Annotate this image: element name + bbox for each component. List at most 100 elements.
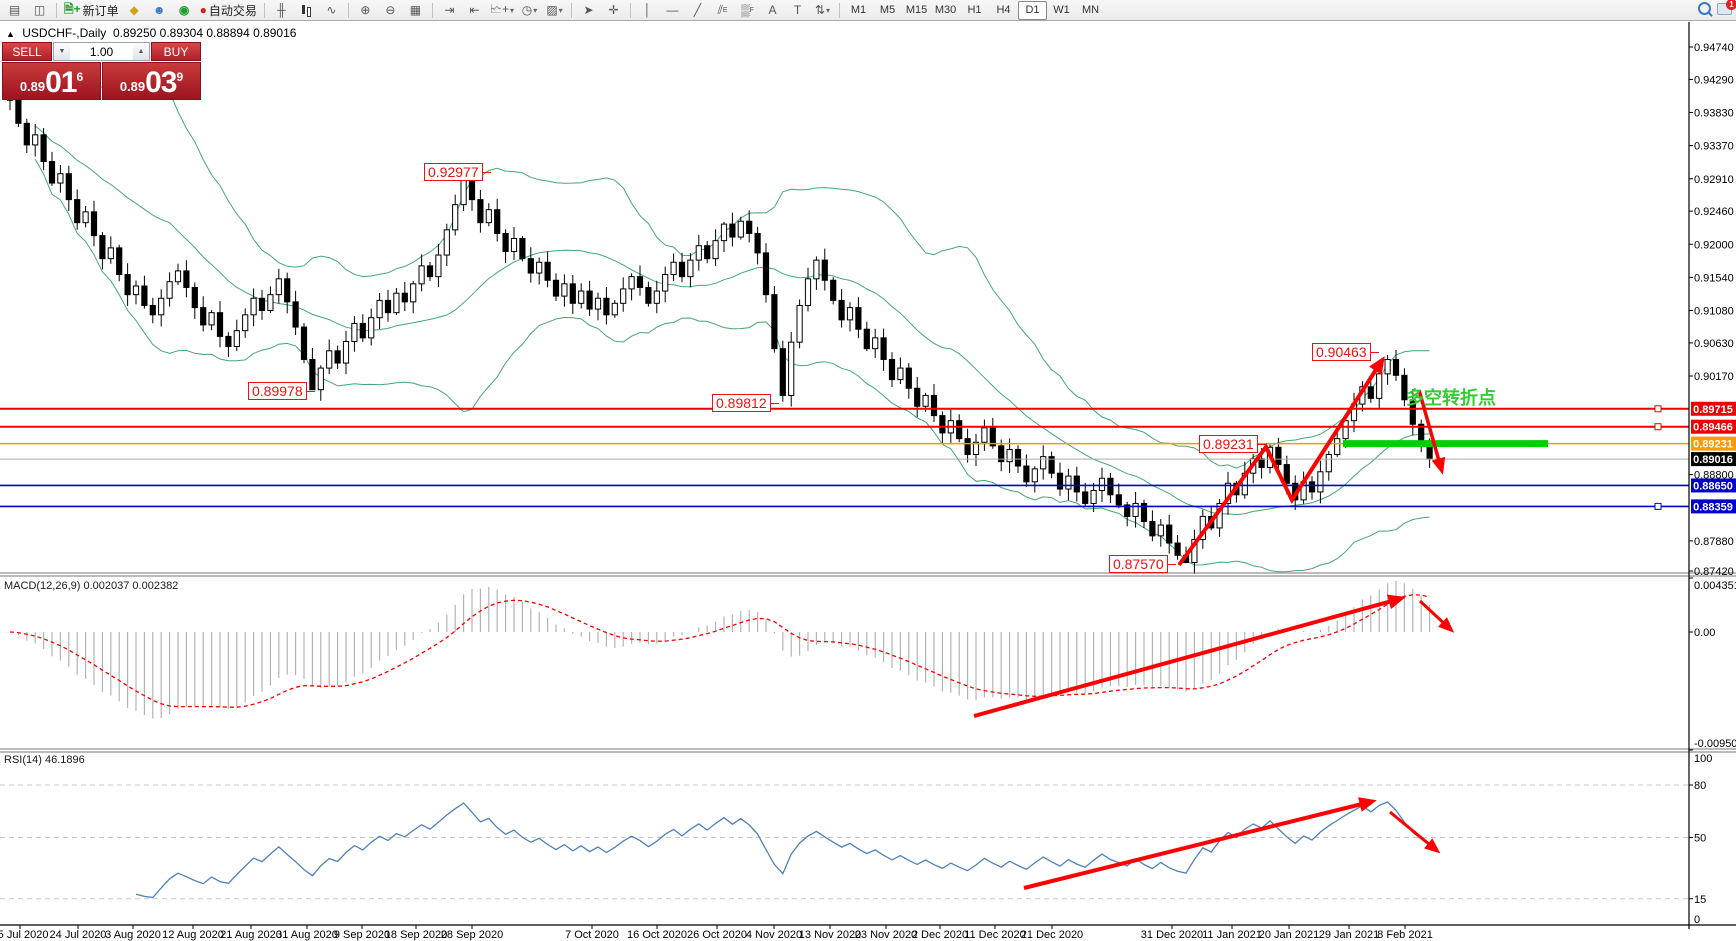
cursor-icon[interactable]: ➤ <box>583 3 594 17</box>
svg-text:0.92910: 0.92910 <box>1694 174 1734 186</box>
autotrading-button[interactable]: ● 自动交易 <box>199 3 257 18</box>
fibonacci-tool-icon[interactable]: ▒ F <box>741 3 754 17</box>
svg-text:7 Oct 2020: 7 Oct 2020 <box>565 929 619 941</box>
price-line-0.88359[interactable]: 0.88359 <box>0 499 1736 514</box>
add-indicator-icon[interactable]: 🗠+ ▾ <box>489 1 515 16</box>
price-line-0.89016[interactable]: 0.89016 <box>0 452 1736 467</box>
svg-text:0.88650: 0.88650 <box>1693 480 1733 492</box>
bar-chart-mode-icon[interactable]: ╫ <box>277 3 286 17</box>
notifications-icon[interactable]: 1 <box>1717 0 1736 15</box>
sell-button[interactable]: SELL <box>2 42 52 61</box>
periods-icon[interactable]: ◷ ▾ <box>521 3 538 17</box>
chart-ohlc-title: ▲ USDCHF-,Daily 0.89250 0.89304 0.88894 … <box>6 26 296 40</box>
timeframe-w1[interactable]: W1 <box>1053 4 1070 16</box>
channel-tool-icon[interactable]: ⫽ E <box>717 2 728 17</box>
signals-icon[interactable]: ◉ <box>178 3 190 17</box>
price-label-0.92977[interactable]: 0.92977 <box>424 163 491 181</box>
macd-histogram <box>17 580 1431 719</box>
svg-text:13 Nov 2020: 13 Nov 2020 <box>799 929 861 941</box>
price-label-0.87570[interactable]: 0.87570 <box>1109 555 1176 573</box>
collapse-arrow-icon[interactable]: ▲ <box>6 29 15 39</box>
price-label-0.89978[interactable]: 0.89978 <box>248 382 315 400</box>
zoom-out-icon[interactable]: ⊖ <box>385 3 396 17</box>
volume-increase-button[interactable]: ▲ <box>133 43 149 60</box>
svg-text:2 Dec 2020: 2 Dec 2020 <box>912 929 968 941</box>
macd-signal-line <box>9 594 1430 708</box>
macd-drop-arrow[interactable] <box>1418 599 1455 633</box>
text-tool-icon[interactable]: A <box>768 3 777 17</box>
timeframe-mn[interactable]: MN <box>1081 4 1100 16</box>
svg-text:28 Sep 2020: 28 Sep 2020 <box>441 929 503 941</box>
volume-decrease-button[interactable]: ▼ <box>54 43 70 60</box>
svg-text:4 Nov 2020: 4 Nov 2020 <box>746 929 802 941</box>
svg-text:20 Jan 2021: 20 Jan 2021 <box>1259 929 1320 941</box>
search-icon[interactable] <box>1698 2 1711 15</box>
rsi-level-lines <box>0 784 1689 900</box>
new-order-button[interactable]: 🗎+ 新订单 <box>61 1 122 20</box>
axes <box>0 22 1736 929</box>
zoom-in-icon[interactable]: ⊕ <box>360 3 371 17</box>
timeframe-d1[interactable]: D1 <box>1018 0 1048 20</box>
buy-price-display[interactable]: 0.89 03 9 <box>102 62 201 100</box>
profiles-icon[interactable]: ◫ <box>33 3 46 17</box>
metaeditor-icon[interactable]: ◆ <box>129 3 139 17</box>
price-line-0.89466[interactable]: 0.89466 <box>0 419 1736 434</box>
turning-point-annotation[interactable]: 多空转折点 <box>1406 388 1496 408</box>
rsi-indicator-label: RSI(14) 46.1896 <box>4 754 85 766</box>
ohlc-values: 0.89250 0.89304 0.88894 0.89016 <box>112 26 297 40</box>
svg-text:0.91540: 0.91540 <box>1694 272 1734 284</box>
svg-text:29 Jan 2021: 29 Jan 2021 <box>1319 929 1380 941</box>
timeframe-m1[interactable]: M1 <box>850 4 867 16</box>
templates-icon[interactable]: ▨ ▾ <box>546 3 563 17</box>
svg-text:80: 80 <box>1694 780 1706 792</box>
chart-shift-icon[interactable]: ⇤ <box>469 3 480 17</box>
timeframe-m15[interactable]: M15 <box>905 4 928 16</box>
price-line-0.88650[interactable]: 0.88650 <box>0 478 1736 493</box>
horizontal-line-tool-icon[interactable]: — <box>666 3 679 17</box>
svg-text:23 Nov 2020: 23 Nov 2020 <box>855 929 917 941</box>
svg-text:0.89715: 0.89715 <box>1693 404 1733 416</box>
svg-text:0.89466: 0.89466 <box>1693 422 1733 434</box>
crosshair-icon[interactable]: ✛ <box>608 3 619 17</box>
macd-rise-arrow[interactable] <box>973 594 1406 718</box>
svg-text:0.94290: 0.94290 <box>1694 74 1734 86</box>
rsi-rise-arrow[interactable] <box>1023 797 1377 890</box>
auto-scroll-icon[interactable]: ⇥ <box>444 3 455 17</box>
toolbar-separator <box>347 2 349 18</box>
sell-price-pips: 01 <box>45 66 77 99</box>
green-support-zone[interactable] <box>1343 440 1548 448</box>
sell-price-display[interactable]: 0.89 01 6 <box>2 62 101 100</box>
timeframe-h4[interactable]: H4 <box>996 4 1011 16</box>
price-label-0.89231[interactable]: 0.89231 <box>1199 435 1266 453</box>
volume-value[interactable]: 1.00 <box>89 44 114 59</box>
label-tool-icon[interactable]: T <box>793 3 802 17</box>
tile-windows-icon[interactable]: ▦ <box>409 3 422 17</box>
svg-text:0.00: 0.00 <box>1694 627 1715 639</box>
svg-text:16 Oct 2020: 16 Oct 2020 <box>627 929 687 941</box>
line-chart-mode-icon[interactable]: ∿ <box>326 3 337 17</box>
market-watch-icon[interactable]: ▤ <box>8 3 21 17</box>
svg-text:0.94740: 0.94740 <box>1694 42 1734 54</box>
vertical-line-tool-icon[interactable]: │ <box>643 3 652 17</box>
toolbar-separator <box>263 2 265 18</box>
price-axis-labels: 0.94740 0.94290 0.93830 0.93370 0.92910 0.924… <box>1689 42 1734 578</box>
timeframe-h1[interactable]: H1 <box>967 4 982 16</box>
shapes-dropdown-icon[interactable]: ⇅ ▾ <box>814 3 831 17</box>
rsi-drop-arrow[interactable] <box>1389 810 1441 854</box>
price-line-0.89715[interactable]: 0.89715 <box>0 401 1736 416</box>
timeframe-m30[interactable]: M30 <box>934 4 957 16</box>
price-label-0.90463[interactable]: 0.90463 <box>1312 343 1379 361</box>
community-icon[interactable]: ☻ <box>152 3 166 17</box>
sell-price-prefix: 0.89 <box>19 79 46 94</box>
candlestick-mode-icon[interactable] <box>294 1 319 20</box>
svg-text:12 Aug 2020: 12 Aug 2020 <box>162 929 224 941</box>
price-drop-arrow[interactable] <box>1417 389 1446 475</box>
timeframe-m5[interactable]: M5 <box>879 4 896 16</box>
svg-text:0.90630: 0.90630 <box>1694 338 1734 350</box>
price-up-down-zigzag[interactable] <box>1177 356 1385 567</box>
svg-text:3 Aug 2020: 3 Aug 2020 <box>105 929 161 941</box>
trendline-tool-icon[interactable]: ╱ <box>693 3 702 17</box>
price-label-0.89812[interactable]: 0.89812 <box>712 394 779 412</box>
svg-text:0.004351: 0.004351 <box>1694 580 1736 592</box>
buy-button[interactable]: BUY <box>151 42 201 61</box>
